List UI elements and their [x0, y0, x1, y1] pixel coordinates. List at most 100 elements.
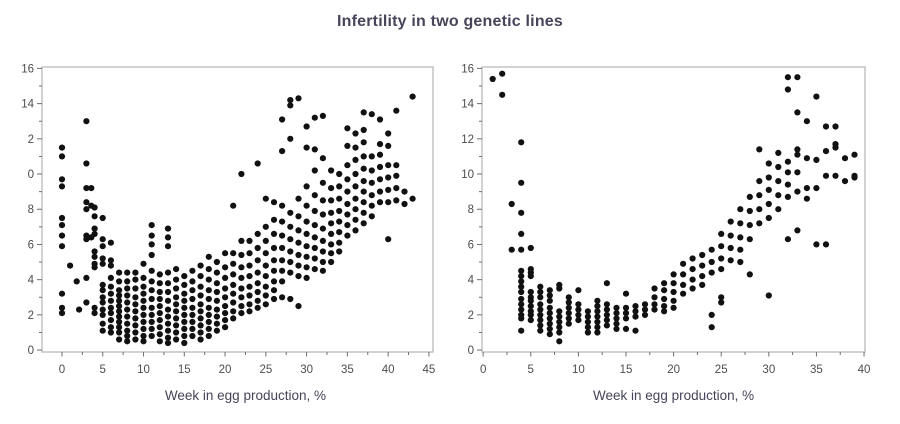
data-point [393, 107, 400, 114]
data-point [756, 146, 763, 153]
data-point [222, 310, 229, 317]
data-point [537, 322, 544, 329]
data-point [622, 310, 630, 317]
data-point [76, 306, 83, 313]
data-point [765, 174, 772, 181]
data-point [197, 273, 204, 280]
data-point [279, 232, 286, 239]
data-point [148, 332, 155, 340]
data-point [537, 294, 544, 301]
data-point [518, 139, 525, 146]
data-point [91, 310, 98, 317]
data-point [287, 236, 294, 243]
data-point [784, 86, 792, 93]
data-point [156, 271, 163, 278]
data-point [287, 258, 294, 266]
data-point [254, 304, 261, 311]
data-point [651, 306, 658, 313]
y-tick-label: 8 [28, 204, 34, 216]
data-point [279, 218, 286, 225]
data-point [851, 174, 858, 181]
data-point [156, 338, 163, 345]
y-tick-label: 8 [468, 204, 474, 216]
data-point [376, 151, 384, 158]
data-point [67, 262, 74, 269]
data-point [156, 280, 163, 287]
data-point [328, 167, 335, 174]
data-point [246, 250, 253, 257]
data-point [99, 281, 106, 288]
data-point [352, 156, 359, 163]
data-point [651, 301, 658, 308]
data-point [303, 253, 310, 260]
data-point [699, 273, 706, 280]
data-point [91, 253, 98, 260]
data-point [107, 329, 114, 336]
data-point [99, 327, 106, 334]
data-point [132, 308, 139, 315]
data-point [181, 273, 188, 280]
data-point [116, 278, 123, 285]
data-point [107, 290, 114, 297]
data-point [107, 262, 114, 269]
data-point [262, 273, 269, 280]
data-point [303, 183, 310, 190]
data-point [537, 311, 544, 318]
x-tick-label: 35 [341, 364, 354, 376]
data-point [99, 236, 106, 243]
data-point [518, 209, 525, 216]
data-point [584, 318, 592, 325]
data-point [270, 278, 278, 285]
data-point [262, 283, 269, 290]
data-point [546, 297, 553, 304]
data-point [189, 287, 196, 294]
data-point [287, 135, 294, 142]
y-tick-label: 14 [21, 99, 34, 111]
data-point [230, 260, 237, 267]
data-point [156, 324, 163, 331]
x-tick-label: 40 [858, 364, 871, 376]
data-point [213, 280, 220, 287]
data-point [164, 327, 172, 334]
data-point [124, 278, 131, 285]
data-point [287, 97, 294, 104]
data-point [132, 322, 139, 329]
data-point [140, 325, 147, 332]
data-point [173, 329, 180, 336]
data-point [124, 285, 131, 292]
data-point [737, 258, 744, 266]
data-point [641, 306, 649, 313]
data-point [784, 158, 792, 165]
data-point [746, 271, 753, 278]
data-point [262, 250, 269, 257]
data-point [91, 225, 98, 232]
x-axis-label: Week in egg production, % [593, 388, 754, 403]
data-point [632, 308, 639, 315]
data-point [164, 225, 172, 232]
data-point [230, 290, 237, 297]
data-point [132, 285, 139, 292]
data-point [58, 310, 66, 317]
data-point [352, 206, 359, 213]
data-point [565, 304, 572, 311]
data-point [409, 93, 416, 100]
data-point [83, 274, 90, 281]
data-point [197, 329, 204, 336]
data-point [262, 195, 269, 202]
x-tick-label: 45 [423, 364, 436, 376]
data-point [262, 237, 269, 244]
data-point [575, 301, 582, 308]
y-tick-label: 0 [28, 345, 34, 357]
data-point [518, 179, 525, 186]
data-point [352, 130, 359, 137]
data-point [319, 197, 326, 204]
data-point [352, 227, 359, 234]
data-point [140, 338, 147, 345]
data-point [352, 216, 359, 223]
data-point [238, 294, 245, 301]
data-point [58, 232, 66, 239]
data-point [360, 153, 367, 160]
data-point [279, 257, 286, 264]
data-point [124, 269, 131, 276]
